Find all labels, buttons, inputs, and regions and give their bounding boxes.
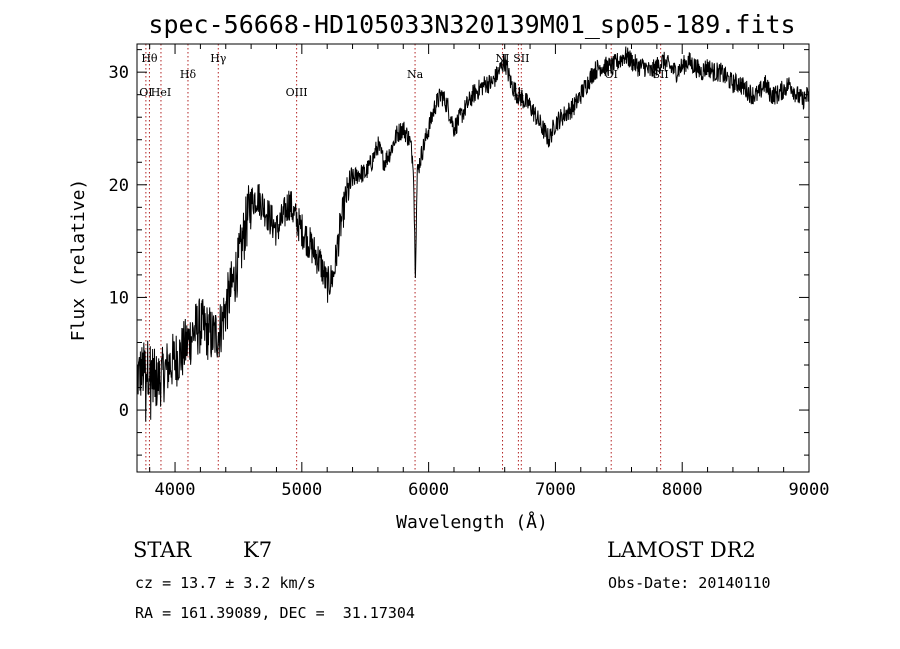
- object-class: STAR: [133, 538, 192, 562]
- redshift-velocity: cz = 13.7 ± 3.2 km/s: [135, 574, 316, 592]
- chart-title: spec-56668-HD105033N320139M01_sp05-189.f…: [148, 10, 795, 39]
- x-tick-label: 9000: [789, 480, 830, 500]
- line-marker-label: SII: [513, 52, 529, 65]
- y-tick-label: 10: [109, 288, 129, 308]
- coordinates: RA = 161.39089, DEC = 31.17304: [135, 604, 415, 622]
- y-tick-label: 0: [119, 401, 129, 421]
- spectrum-line: [136, 46, 809, 422]
- line-marker-label: HeI: [151, 86, 171, 99]
- y-tick-label: 30: [109, 63, 129, 83]
- line-marker-label: Na: [407, 68, 424, 81]
- x-tick-label: 5000: [281, 480, 322, 500]
- y-tick-label: 20: [109, 176, 129, 196]
- line-marker-label: OIII: [286, 86, 308, 99]
- object-subclass: K7: [243, 538, 273, 562]
- survey-name: LAMOST DR2: [607, 538, 756, 562]
- x-tick-label: 4000: [155, 480, 196, 500]
- line-marker-label: Hγ: [210, 52, 227, 65]
- line-marker-label: Hθ: [141, 52, 158, 65]
- axis-ticks: 4000 5000 6000 7000 8000 9000 0 10 20 30: [109, 44, 830, 500]
- y-axis-label: Flux (relative): [68, 179, 89, 342]
- x-axis-label: Wavelength (Å): [396, 511, 548, 533]
- x-tick-label: 7000: [535, 480, 576, 500]
- x-tick-label: 8000: [662, 480, 703, 500]
- plot-frame: [136, 43, 810, 473]
- line-marker-label: Hδ: [180, 68, 197, 81]
- x-tick-label: 6000: [408, 480, 449, 500]
- observation-date: Obs-Date: 20140110: [608, 574, 771, 592]
